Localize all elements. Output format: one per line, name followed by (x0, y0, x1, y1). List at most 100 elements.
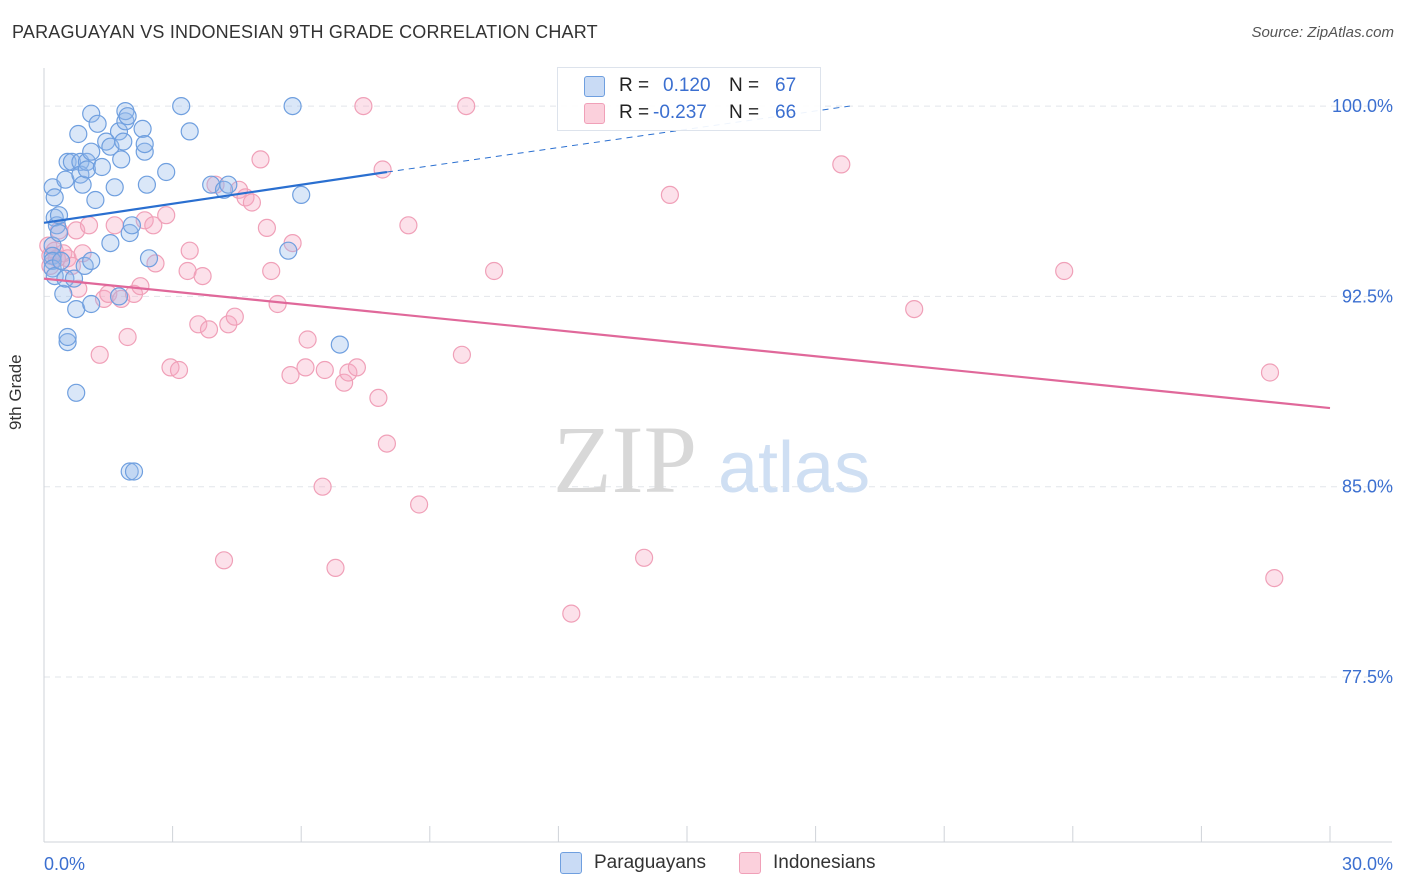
paraguayans-point (58, 333, 77, 352)
legend-n-value: 66 (775, 102, 797, 123)
paraguayans-point (172, 96, 191, 116)
paraguayans-point (58, 152, 77, 171)
paraguayans-point (124, 462, 144, 481)
paraguayans-point (67, 383, 86, 402)
paraguayans-point (157, 162, 176, 182)
paraguayans-point (73, 175, 92, 194)
indonesians-point (347, 358, 366, 377)
legend-r-label: R = (619, 75, 650, 96)
legend-item-indonesians: Indonesians (739, 852, 875, 874)
indonesians-point (457, 96, 476, 116)
indonesians-point (660, 185, 680, 204)
paraguayans-point (112, 150, 131, 169)
paraguayans-point (180, 122, 199, 141)
indonesians-point (373, 160, 392, 179)
paraguayans-point (219, 175, 238, 194)
legend-r-label: R = (619, 102, 650, 123)
indonesians-point (157, 206, 176, 225)
indonesians-point (313, 477, 332, 496)
paraguayans-point (139, 249, 159, 268)
indonesians-point (354, 96, 373, 116)
paraguayans-point (49, 223, 69, 243)
paraguayans-point (105, 178, 124, 197)
indonesians-point (832, 155, 851, 174)
y-tick-label: 100.0% (1332, 96, 1393, 116)
paraguayans-point (69, 124, 88, 144)
trend-line-paraguayans (43, 170, 388, 224)
legend-swatch-indonesians (739, 852, 761, 874)
trend-line-indonesians (43, 277, 1331, 410)
indonesians-point (634, 548, 654, 567)
paraguayans-point (51, 251, 71, 270)
indonesians-point (262, 261, 281, 281)
paraguayans-point (54, 284, 73, 303)
paraguayans-point (88, 114, 107, 133)
indonesians-point (257, 218, 276, 237)
tick-labels: 77.5% 85.0% 92.5% 100.0% 0.0% 30.0% (44, 96, 1393, 874)
legend-r-value: 0.120 (663, 75, 711, 96)
paraguayans-point (45, 188, 64, 207)
indonesians-point (206, 175, 225, 194)
source-label: Source: ZipAtlas.com (1251, 24, 1394, 41)
x-tick-label: 0.0% (44, 854, 85, 874)
indonesians-point (485, 261, 504, 281)
indonesians-point (1055, 261, 1074, 281)
indonesians-point (105, 216, 124, 235)
legend-label-paraguayans: Paraguayans (594, 852, 706, 873)
paraguayans-point (283, 96, 302, 116)
paraguayans-point (86, 190, 105, 210)
indonesians-point (214, 551, 234, 570)
paraguayans-point (109, 287, 129, 306)
indonesians-point (144, 216, 163, 235)
indonesians-point (189, 315, 208, 334)
paraguayans-point (58, 327, 77, 347)
paraguayans-point (114, 132, 133, 151)
y-axis-label: 9th Grade (6, 354, 25, 430)
indonesians-point (199, 320, 219, 339)
paraguayans-point (82, 104, 101, 123)
indonesians-point (169, 360, 189, 380)
correlation-legend: R = 0.120 N = 67 R = -0.237 N = 66 (557, 67, 821, 131)
legend-n-value: 67 (775, 75, 797, 96)
indonesians-point (193, 267, 212, 286)
paraguayans-point (279, 241, 298, 260)
indonesians-point (180, 241, 199, 260)
indonesians-point (1260, 363, 1280, 382)
series-legend: Paraguayans Indonesians (0, 852, 1406, 878)
legend-label-indonesians: Indonesians (773, 852, 876, 873)
indonesians-point (131, 277, 150, 296)
paraguayans-point (137, 175, 156, 194)
axes (43, 68, 1392, 843)
indonesians-point (298, 330, 317, 349)
paraguayans-point (82, 251, 101, 270)
paraguayans-point (43, 246, 62, 265)
indonesians-point (225, 307, 244, 326)
trend-lines (43, 105, 1331, 410)
legend-swatch-paraguayans (584, 75, 605, 97)
indonesians-point (335, 373, 354, 392)
indonesians-point (369, 388, 388, 407)
indonesians-point (118, 327, 137, 347)
legend-row-indonesians: R = -0.237 N = 66 (584, 100, 796, 126)
indonesians-point (315, 360, 334, 380)
series-paraguayans-points (43, 96, 349, 481)
paraguayans-point (292, 185, 311, 204)
paraguayans-point (101, 234, 120, 253)
indonesians-point (219, 315, 238, 334)
y-tick-label: 77.5% (1342, 667, 1393, 687)
paraguayans-point (77, 160, 97, 179)
paraguayans-point (109, 122, 129, 141)
indonesians-point (79, 216, 99, 235)
paraguayans-point (120, 462, 139, 481)
x-tick-label: 30.0% (1342, 854, 1393, 874)
indonesians-point (377, 434, 396, 453)
paraguayans-point (330, 335, 349, 354)
watermark-zip: ZIP (553, 406, 697, 513)
gridlines (44, 105, 1392, 678)
paraguayans-point (135, 142, 154, 161)
series-indonesians-points (39, 96, 1284, 623)
indonesians-point (452, 345, 471, 364)
legend-r-value: -0.237 (653, 102, 707, 123)
paraguayans-point (92, 157, 112, 177)
